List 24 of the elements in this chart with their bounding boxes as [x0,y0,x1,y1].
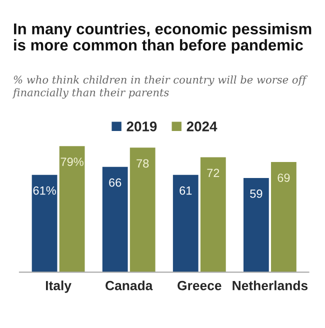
x-tick-label: Canada [106,280,153,290]
chart-subtitle: % who think children in their country will be worse off financially than their parents [12,75,308,99]
x-tick-label: Netherlands [232,280,308,290]
data-label: 72 [207,168,220,178]
bar [130,148,156,272]
data-label: 69 [278,174,290,182]
data-label: 78 [136,159,149,168]
chart-title: In many countries, economic pessimism is more common than before pandemic [14,22,312,54]
bar [200,157,226,272]
data-label: 61 [180,186,192,195]
bar [172,174,198,272]
x-tick-label: Italy [46,280,72,293]
data-label: 79% [60,158,84,166]
bar [243,178,269,272]
data-label: 66 [109,178,122,187]
legend-label: 2019 [126,122,157,132]
data-label: 59 [250,190,262,198]
x-tick-label: Greece [178,280,222,290]
legend-label: 2024 [186,122,218,132]
bar [32,174,58,272]
data-label: 61% [33,186,56,195]
bar [59,146,85,272]
bar [271,162,296,272]
bar [102,166,128,272]
